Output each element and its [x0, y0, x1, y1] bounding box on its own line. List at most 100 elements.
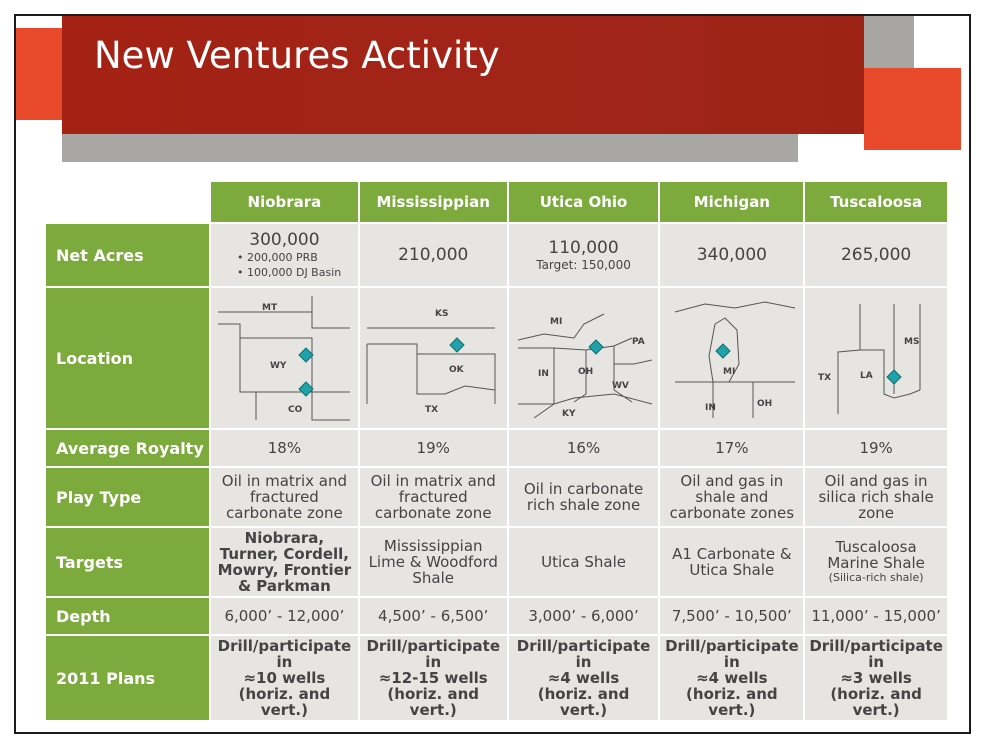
- row-location: Location MT WY CO KS OK TX: [46, 288, 947, 428]
- corner-cell: [46, 182, 209, 222]
- net-acres-value: 210,000: [398, 245, 469, 265]
- cell-depth: 3,000’ - 6,000’: [508, 598, 659, 634]
- row-royalty: Average Royalty 18% 19% 16% 17% 19%: [46, 430, 947, 466]
- map-label: MS: [904, 337, 919, 347]
- slide-title: New Ventures Activity: [94, 34, 500, 77]
- cell-targets: Mississippian Lime & Woodford Shale: [359, 528, 507, 596]
- map-label: MT: [262, 303, 278, 313]
- cell-play-type: Oil and gas in silica rich shale zone: [805, 468, 947, 526]
- row-label-play-type: Play Type: [46, 468, 209, 526]
- map-marker: [587, 339, 604, 355]
- utica-map: MI PA IN OH WV KY: [517, 313, 652, 419]
- map-label: WY: [270, 361, 287, 371]
- plan-line: (horiz. and vert.): [387, 685, 479, 719]
- cell-location-michigan: MI IN OH: [660, 288, 804, 428]
- cell-location-utica: MI PA IN OH WV KY: [508, 288, 659, 428]
- cell-targets: Utica Shale: [508, 528, 659, 596]
- plan-line: Drill/participate in: [516, 637, 651, 671]
- row-net-acres: Net Acres 300,000 • 200,000 PRB • 100,00…: [46, 224, 947, 286]
- row-label-location: Location: [46, 288, 209, 428]
- map-marker: [298, 381, 315, 397]
- target-text: Tuscaloosa Marine Shale: [827, 538, 925, 572]
- map-label: TX: [425, 405, 438, 415]
- cell-location-mississippian: KS OK TX: [359, 288, 507, 428]
- cell-play-type: Oil in matrix and fractured carbonate zo…: [211, 468, 358, 526]
- map-marker: [886, 369, 902, 385]
- plan-line: Drill/participate in: [366, 637, 500, 671]
- cell-play-type: Oil in carbonate rich shale zone: [508, 468, 659, 526]
- tuscaloosa-map: MS TX LA: [818, 304, 921, 414]
- net-acres-value: 340,000: [696, 245, 767, 265]
- cell-plans: Drill/participate in ≈12-15 wells (horiz…: [359, 636, 507, 720]
- map-label: WV: [612, 381, 629, 391]
- map-label: IN: [705, 403, 716, 413]
- map-marker: [715, 343, 731, 359]
- plan-line: Drill/participate in: [665, 637, 799, 671]
- cell-royalty: 19%: [359, 430, 507, 466]
- net-acres-bullet: • 100,000 DJ Basin: [237, 266, 342, 279]
- net-acres-bullet: • 200,000 PRB: [237, 251, 318, 264]
- cell-targets: Niobrara, Turner, Cordell, Mowry, Fronti…: [211, 528, 358, 596]
- cell-depth: 4,500’ - 6,500’: [359, 598, 507, 634]
- cell-targets: Tuscaloosa Marine Shale (Silica-rich sha…: [805, 528, 947, 596]
- cell-net-acres-niobrara: 300,000 • 200,000 PRB • 100,000 DJ Basin: [211, 224, 358, 286]
- cell-plans: Drill/participate in ≈4 wells (horiz. an…: [660, 636, 804, 720]
- cell-location-tuscaloosa: MS TX LA: [805, 288, 947, 428]
- cell-royalty: 18%: [211, 430, 358, 466]
- slide: New Ventures Activity Niobrara Mississip…: [14, 14, 971, 734]
- ventures-table: Niobrara Mississippian Utica Ohio Michig…: [44, 180, 949, 722]
- column-header-niobrara: Niobrara: [211, 182, 358, 222]
- map-label: MI: [550, 317, 562, 327]
- net-acres-value: 110,000: [548, 238, 619, 258]
- cell-royalty: 17%: [660, 430, 804, 466]
- map-label: KS: [435, 309, 448, 319]
- column-header-michigan: Michigan: [660, 182, 804, 222]
- column-header-mississippian: Mississippian: [359, 182, 507, 222]
- row-label-royalty: Average Royalty: [46, 430, 209, 466]
- plan-line: ≈10 wells: [243, 669, 326, 687]
- column-header-tuscaloosa: Tuscaloosa: [805, 182, 947, 222]
- map-label: PA: [632, 337, 645, 347]
- map-label: KY: [562, 409, 576, 419]
- row-label-plans: 2011 Plans: [46, 636, 209, 720]
- cell-plans: Drill/participate in ≈10 wells (horiz. a…: [211, 636, 358, 720]
- cell-royalty: 16%: [508, 430, 659, 466]
- map-label: OH: [757, 399, 772, 409]
- map-label: MI: [723, 367, 735, 377]
- map-marker: [298, 347, 315, 363]
- map-marker: [449, 337, 465, 353]
- map-label: CO: [288, 405, 303, 415]
- accent-block-right: [864, 68, 961, 150]
- cell-net-acres-mississippian: 210,000: [359, 224, 507, 286]
- title-bar: New Ventures Activity: [62, 16, 864, 134]
- net-acres-target: Target: 150,000: [536, 258, 631, 272]
- michigan-map: MI IN OH: [674, 301, 795, 418]
- cell-targets: A1 Carbonate & Utica Shale: [660, 528, 804, 596]
- title-underline-bar: [62, 134, 798, 162]
- accent-block-grey: [864, 16, 914, 68]
- header-row: Niobrara Mississippian Utica Ohio Michig…: [46, 182, 947, 222]
- cell-plans: Drill/participate in ≈4 wells (horiz. an…: [508, 636, 659, 720]
- map-label: OH: [578, 367, 593, 377]
- plan-line: ≈4 wells: [696, 669, 768, 687]
- cell-net-acres-michigan: 340,000: [660, 224, 804, 286]
- column-header-utica-ohio: Utica Ohio: [508, 182, 659, 222]
- accent-block-left: [16, 28, 62, 120]
- plan-line: Drill/participate in: [217, 637, 352, 671]
- net-acres-value: 265,000: [840, 245, 912, 265]
- row-plans: 2011 Plans Drill/participate in ≈10 well…: [46, 636, 947, 720]
- map-label: IN: [538, 369, 549, 379]
- cell-depth: 7,500’ - 10,500’: [660, 598, 804, 634]
- row-targets: Targets Niobrara, Turner, Cordell, Mowry…: [46, 528, 947, 596]
- plan-line: ≈4 wells: [547, 669, 620, 687]
- cell-location-niobrara: MT WY CO: [211, 288, 358, 428]
- plan-line: (horiz. and vert.): [537, 685, 630, 719]
- row-depth: Depth 6,000’ - 12,000’ 4,500’ - 6,500’ 3…: [46, 598, 947, 634]
- map-label: TX: [818, 373, 831, 383]
- plan-line: (horiz. and vert.): [830, 685, 922, 719]
- cell-plans: Drill/participate in ≈3 wells (horiz. an…: [805, 636, 947, 720]
- niobrara-map: MT WY CO: [218, 296, 351, 421]
- cell-play-type: Oil and gas in shale and carbonate zones: [660, 468, 804, 526]
- cell-depth: 6,000’ - 12,000’: [211, 598, 358, 634]
- cell-depth: 11,000’ - 15,000’: [805, 598, 947, 634]
